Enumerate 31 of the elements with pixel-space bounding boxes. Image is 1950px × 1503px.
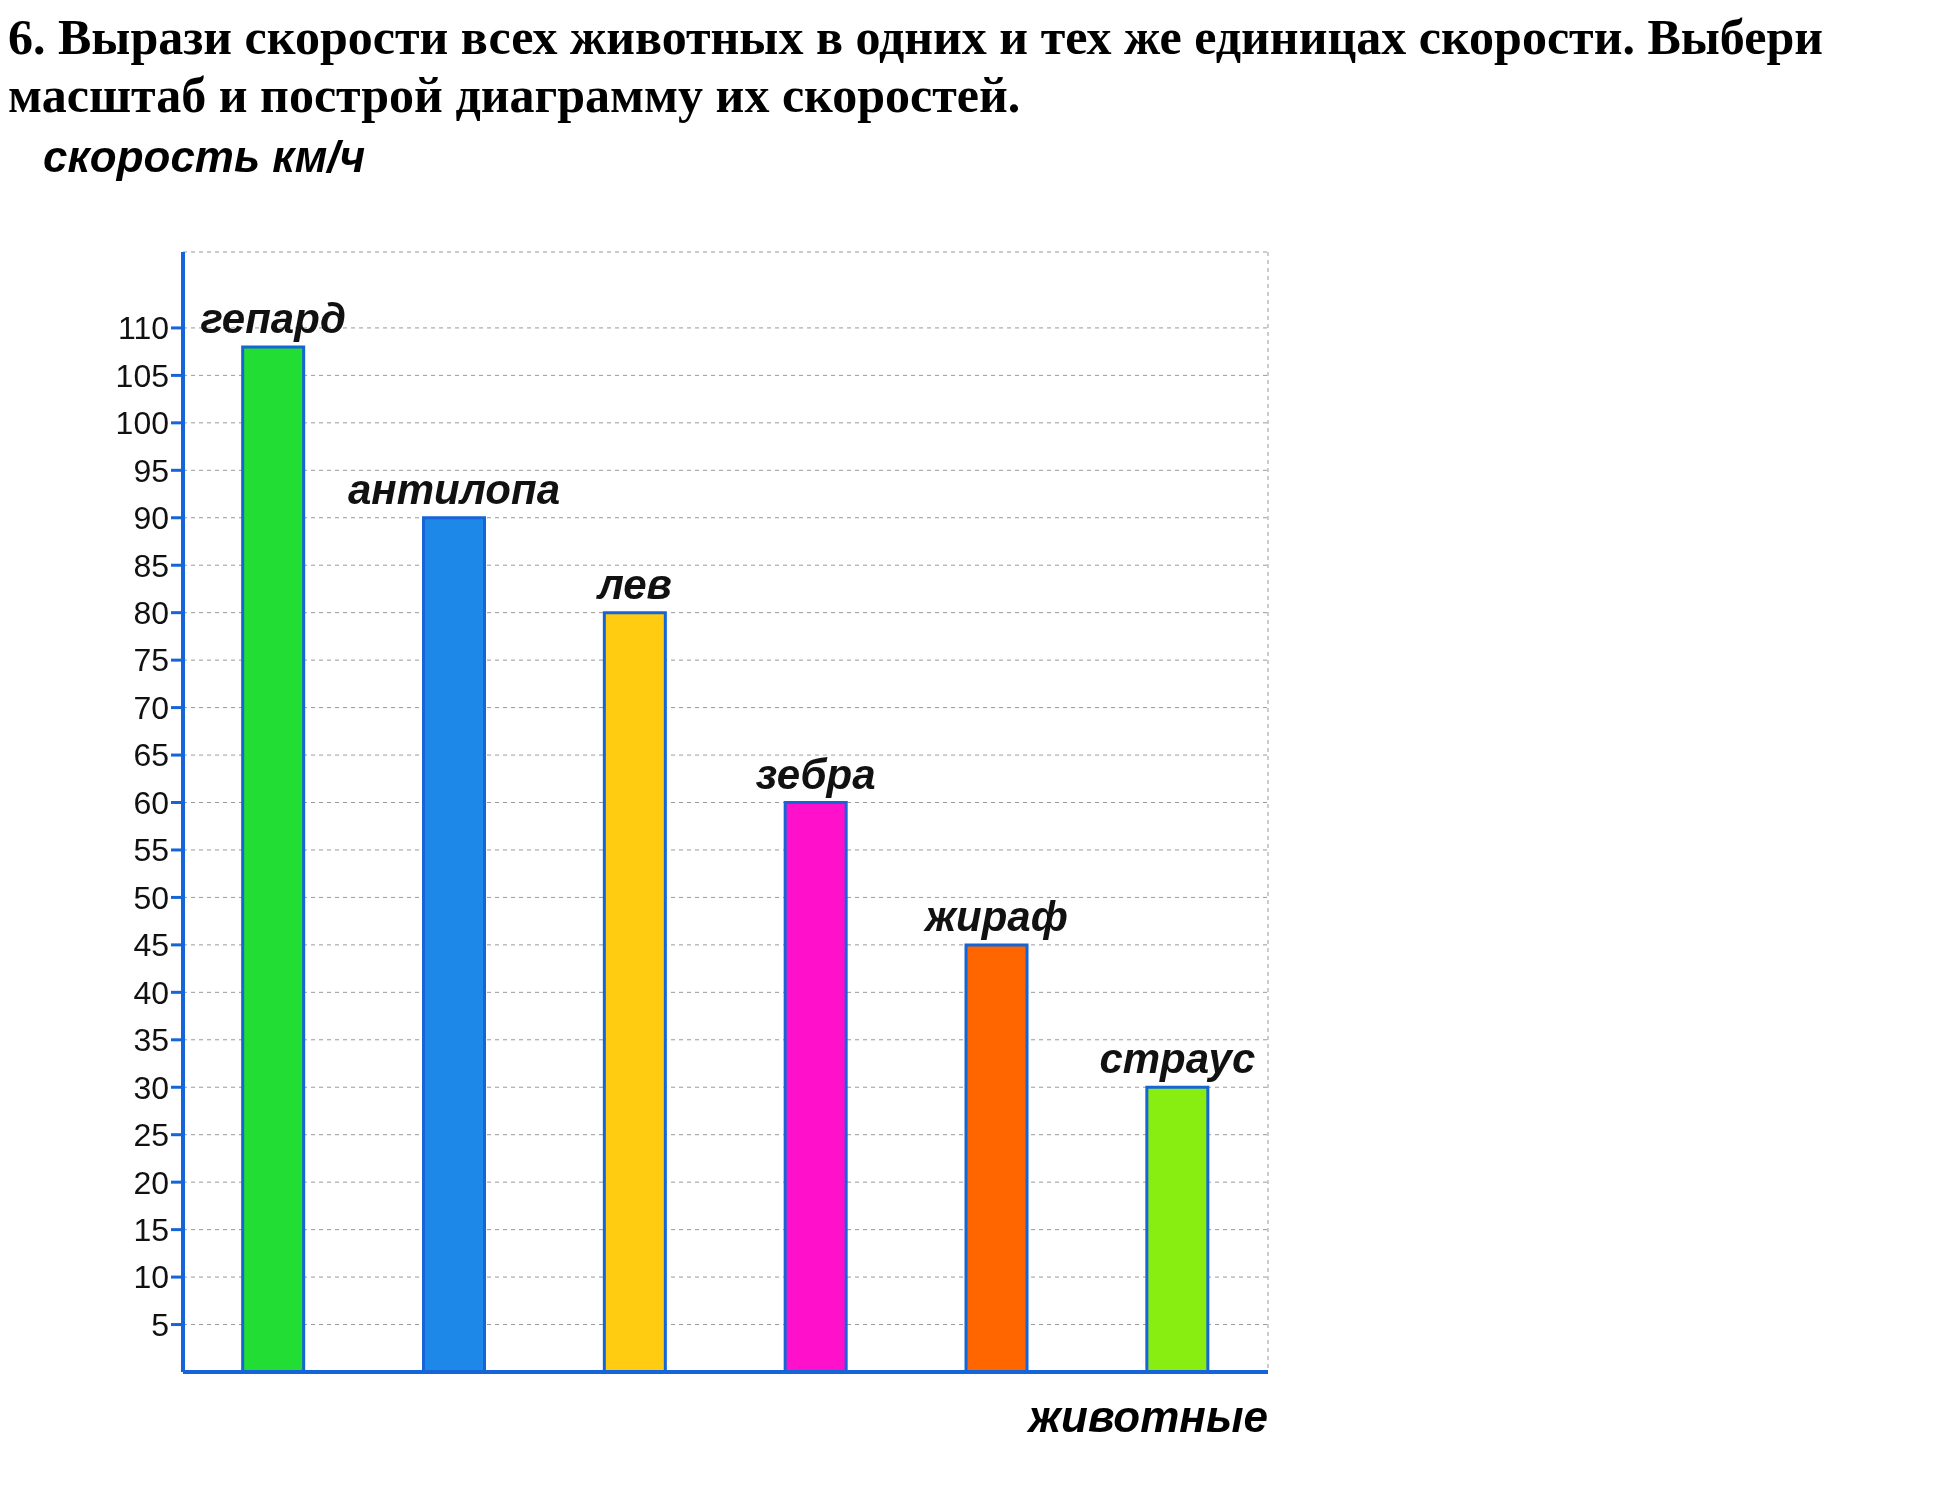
y-tick-label: 65 xyxy=(133,737,169,774)
x-tick-label: лев xyxy=(595,560,672,608)
y-tick-label: 70 xyxy=(133,689,169,726)
x-tick-label: зебра xyxy=(755,750,876,798)
y-tick-label: 15 xyxy=(133,1211,169,1248)
y-axis-title: скорость км/ч xyxy=(43,132,367,182)
x-tick-label: антилопа xyxy=(348,465,560,513)
chart-title: 6. Вырази скорости всех животных в одних и тех же единицах скорости. Выбери масштаб и построй диаграмму их скоростей. xyxy=(8,8,1824,124)
y-tick-label: 55 xyxy=(133,832,169,869)
y-tick-label: 95 xyxy=(133,452,169,489)
y-tick-label: 30 xyxy=(133,1069,169,1106)
y-tick-label: 35 xyxy=(133,1022,169,1059)
y-tick-label: 40 xyxy=(133,974,169,1011)
y-tick-label: 10 xyxy=(133,1259,169,1296)
y-tick-label: 85 xyxy=(133,547,169,584)
x-tick-label: страус xyxy=(1099,1035,1256,1083)
x-axis-title: животные xyxy=(1028,1392,1268,1442)
y-tick-label: 110 xyxy=(117,310,169,347)
y-tick-label: 45 xyxy=(133,927,169,964)
y-tick-label: 80 xyxy=(133,595,169,632)
y-tick-label: 90 xyxy=(133,500,169,537)
y-tick-label: 50 xyxy=(133,879,169,916)
y-tick-label: 20 xyxy=(133,1164,169,1201)
y-tick-label: 5 xyxy=(151,1306,169,1343)
x-tick-label: жираф xyxy=(923,892,1068,940)
y-tick-label: 100 xyxy=(115,405,169,442)
x-tick-label: гепард xyxy=(200,294,346,342)
y-tick-label: 25 xyxy=(133,1117,169,1154)
y-tick-label: 60 xyxy=(133,784,169,821)
y-tick-label: 75 xyxy=(133,642,169,679)
y-tick-label: 105 xyxy=(115,357,169,394)
